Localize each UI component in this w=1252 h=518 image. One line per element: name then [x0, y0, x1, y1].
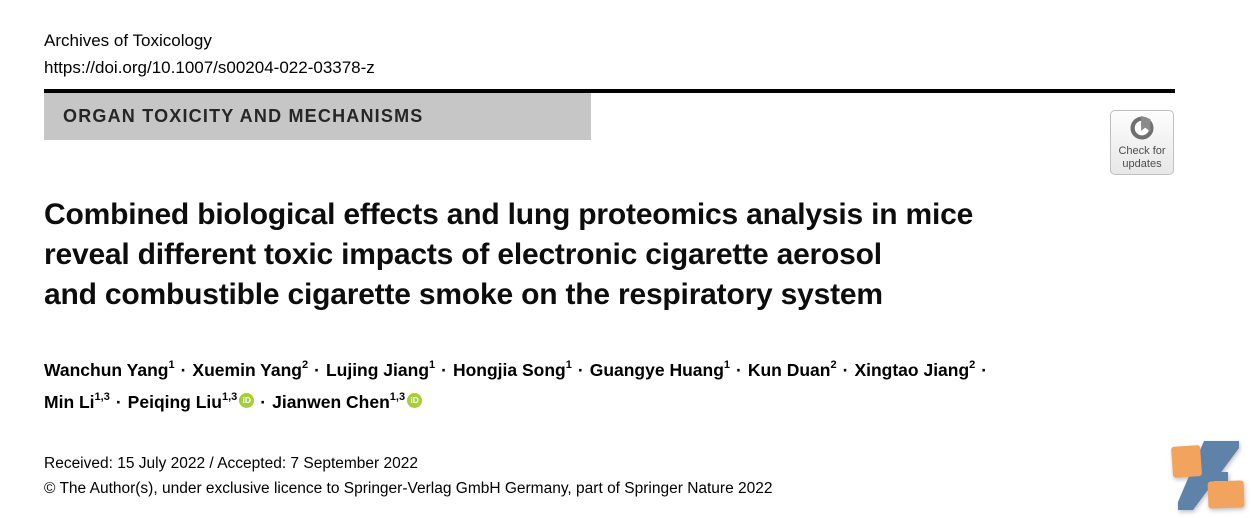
author-line-2: Min Li1,3 · Peiqing Liu1,3 iD · Jianwen Chen1… — [44, 384, 1184, 416]
author-separator: · — [441, 359, 447, 380]
doi-link[interactable]: https://doi.org/10.1007/s00204-022-03378… — [44, 58, 375, 77]
author-separator: · — [260, 391, 267, 412]
check-badge-label-line1: Check for — [1118, 145, 1166, 157]
author-list: Wanchun Yang1 · Xuemin Yang2 · Lujing Jiang1… — [44, 352, 1184, 416]
author: Kun Duan2 — [747, 359, 837, 380]
author: Min Li1,3 — [44, 390, 110, 412]
author: Jianwen Chen1,3 — [272, 390, 406, 412]
author-separator: · — [981, 359, 988, 380]
title-line-1: Combined biological effects and lung pro… — [44, 198, 974, 231]
orcid-icon[interactable]: iD — [407, 392, 423, 408]
article-title: Combined biological effects and lung pro… — [44, 195, 1104, 315]
section-banner: ORGAN TOXICITY AND MECHANISMS — [44, 93, 591, 140]
author-separator: · — [736, 359, 742, 380]
copyright-notice: © The Author(s), under exclusive licence… — [44, 480, 773, 497]
author: Xingtao Jiang2 — [854, 359, 976, 380]
author: Xuemin Yang2 — [192, 359, 309, 380]
author-separator: · — [180, 359, 187, 380]
author-line-1: Wanchun Yang1 · Xuemin Yang2 · Lujing Jiang1… — [44, 352, 1184, 384]
check-for-updates-badge[interactable]: Check for updates — [1110, 110, 1174, 175]
author: Guangye Huang1 — [589, 359, 731, 380]
author-separator: · — [842, 359, 849, 380]
received-accepted-dates: Received: 15 July 2022 / Accepted: 7 Sep… — [44, 455, 418, 472]
section-rule — [44, 89, 1175, 93]
title-line-2: reveal different toxic impacts of electr… — [44, 238, 882, 271]
author: Wanchun Yang1 — [44, 359, 175, 380]
author: Peiqing Liu1,3 — [127, 390, 238, 412]
author: Hongjia Song1 — [452, 359, 572, 380]
crossmark-icon — [1126, 114, 1158, 144]
check-badge-label-line2: updates — [1122, 158, 1162, 170]
author-separator: · — [577, 359, 584, 380]
journal-name: Archives of Toxicology — [44, 31, 212, 50]
author: Lujing Jiang1 — [325, 359, 436, 380]
author-separator: · — [314, 359, 320, 380]
section-label: ORGAN TOXICITY AND MECHANISMS — [63, 106, 424, 126]
z-watermark-logo — [1164, 434, 1250, 518]
author-separator: · — [115, 391, 122, 412]
title-line-3: and combustible cigarette smoke on the r… — [44, 278, 883, 311]
orcid-icon[interactable]: iD — [239, 392, 255, 408]
